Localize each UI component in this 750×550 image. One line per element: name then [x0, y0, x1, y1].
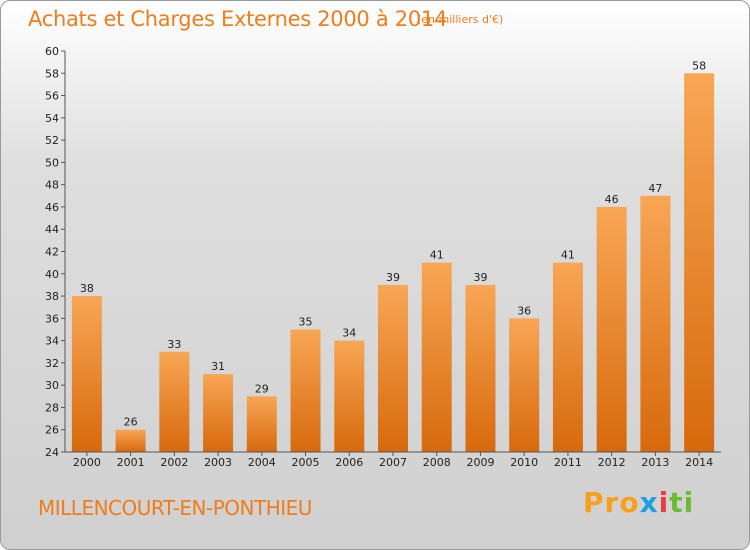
data-label-2005: 35	[299, 315, 313, 328]
y-tick-label: 28	[45, 401, 59, 414]
data-label-2006: 34	[342, 327, 356, 340]
x-tick-label: 2008	[423, 456, 451, 469]
commune-name: MILLENCOURT-EN-PONTHIEU	[38, 496, 312, 520]
data-label-2003: 31	[211, 360, 225, 373]
x-tick-label: 2010	[510, 456, 538, 469]
y-tick-label: 34	[45, 335, 59, 348]
proxiti-logo[interactable]: Proxiti	[583, 486, 694, 519]
bar-2002	[159, 351, 190, 452]
x-tick-label: 2003	[204, 456, 232, 469]
x-tick-label: 2000	[73, 456, 101, 469]
y-tick-label: 60	[45, 45, 59, 58]
data-label-2010: 36	[517, 304, 531, 317]
x-tick-label: 2009	[466, 456, 494, 469]
y-tick-label: 52	[45, 134, 59, 147]
logo-part: ti	[669, 486, 695, 519]
y-tick-label: 48	[45, 179, 59, 192]
y-tick-label: 36	[45, 312, 59, 325]
y-tick-label: 44	[45, 223, 59, 236]
x-tick-label: 2007	[379, 456, 407, 469]
y-tick-label: 30	[45, 379, 59, 392]
bar-2010	[509, 318, 540, 452]
y-tick-label: 24	[45, 446, 59, 459]
x-tick-label: 2012	[598, 456, 626, 469]
y-tick-label: 58	[45, 67, 59, 80]
data-label-2008: 41	[430, 249, 444, 262]
x-tick-label: 2011	[554, 456, 582, 469]
bar-2009	[465, 284, 496, 452]
y-tick-label: 26	[45, 424, 59, 437]
data-label-2014: 58	[692, 59, 706, 72]
data-label-2002: 33	[167, 338, 181, 351]
y-tick-label: 56	[45, 90, 59, 103]
bar-2007	[378, 284, 408, 452]
bar-2004	[246, 396, 277, 452]
data-label-2007: 39	[386, 271, 400, 284]
bar-2000	[71, 296, 102, 452]
data-label-2004: 29	[255, 382, 269, 395]
y-tick-label: 32	[45, 357, 59, 370]
bar-2001	[115, 429, 146, 452]
y-tick-label: 46	[45, 201, 59, 214]
logo-part: i	[658, 486, 670, 519]
x-tick-label: 2013	[641, 456, 669, 469]
data-label-2000: 38	[80, 282, 94, 295]
y-tick-label: 38	[45, 290, 59, 303]
y-tick-label: 40	[45, 268, 59, 281]
bar-2014	[684, 73, 715, 453]
bar-2013	[640, 195, 671, 453]
data-label-2013: 47	[648, 182, 662, 195]
bar-2011	[552, 262, 583, 452]
data-label-2012: 46	[605, 193, 619, 206]
x-tick-label: 2005	[292, 456, 320, 469]
logo-part: Pro	[583, 486, 640, 519]
y-tick-label: 54	[45, 112, 59, 125]
data-label-2011: 41	[561, 249, 575, 262]
bar-2005	[290, 329, 321, 452]
data-label-2009: 39	[473, 271, 487, 284]
x-tick-label: 2006	[335, 456, 363, 469]
chart-title: Achats et Charges Externes 2000 à 2014	[28, 7, 448, 31]
y-tick-label: 50	[45, 156, 59, 169]
bar-2006	[334, 340, 365, 452]
x-tick-label: 2014	[685, 456, 713, 469]
x-tick-label: 2001	[117, 456, 145, 469]
x-tick-label: 2004	[248, 456, 276, 469]
logo-part: x	[639, 486, 659, 519]
bar-2012	[596, 206, 627, 452]
x-tick-label: 2002	[160, 456, 188, 469]
y-tick-label: 42	[45, 246, 59, 259]
chart-subtitle: (en milliers d'€)	[417, 13, 504, 26]
bar-2003	[203, 374, 234, 452]
data-label-2001: 26	[124, 416, 138, 429]
bar-2008	[421, 262, 452, 452]
